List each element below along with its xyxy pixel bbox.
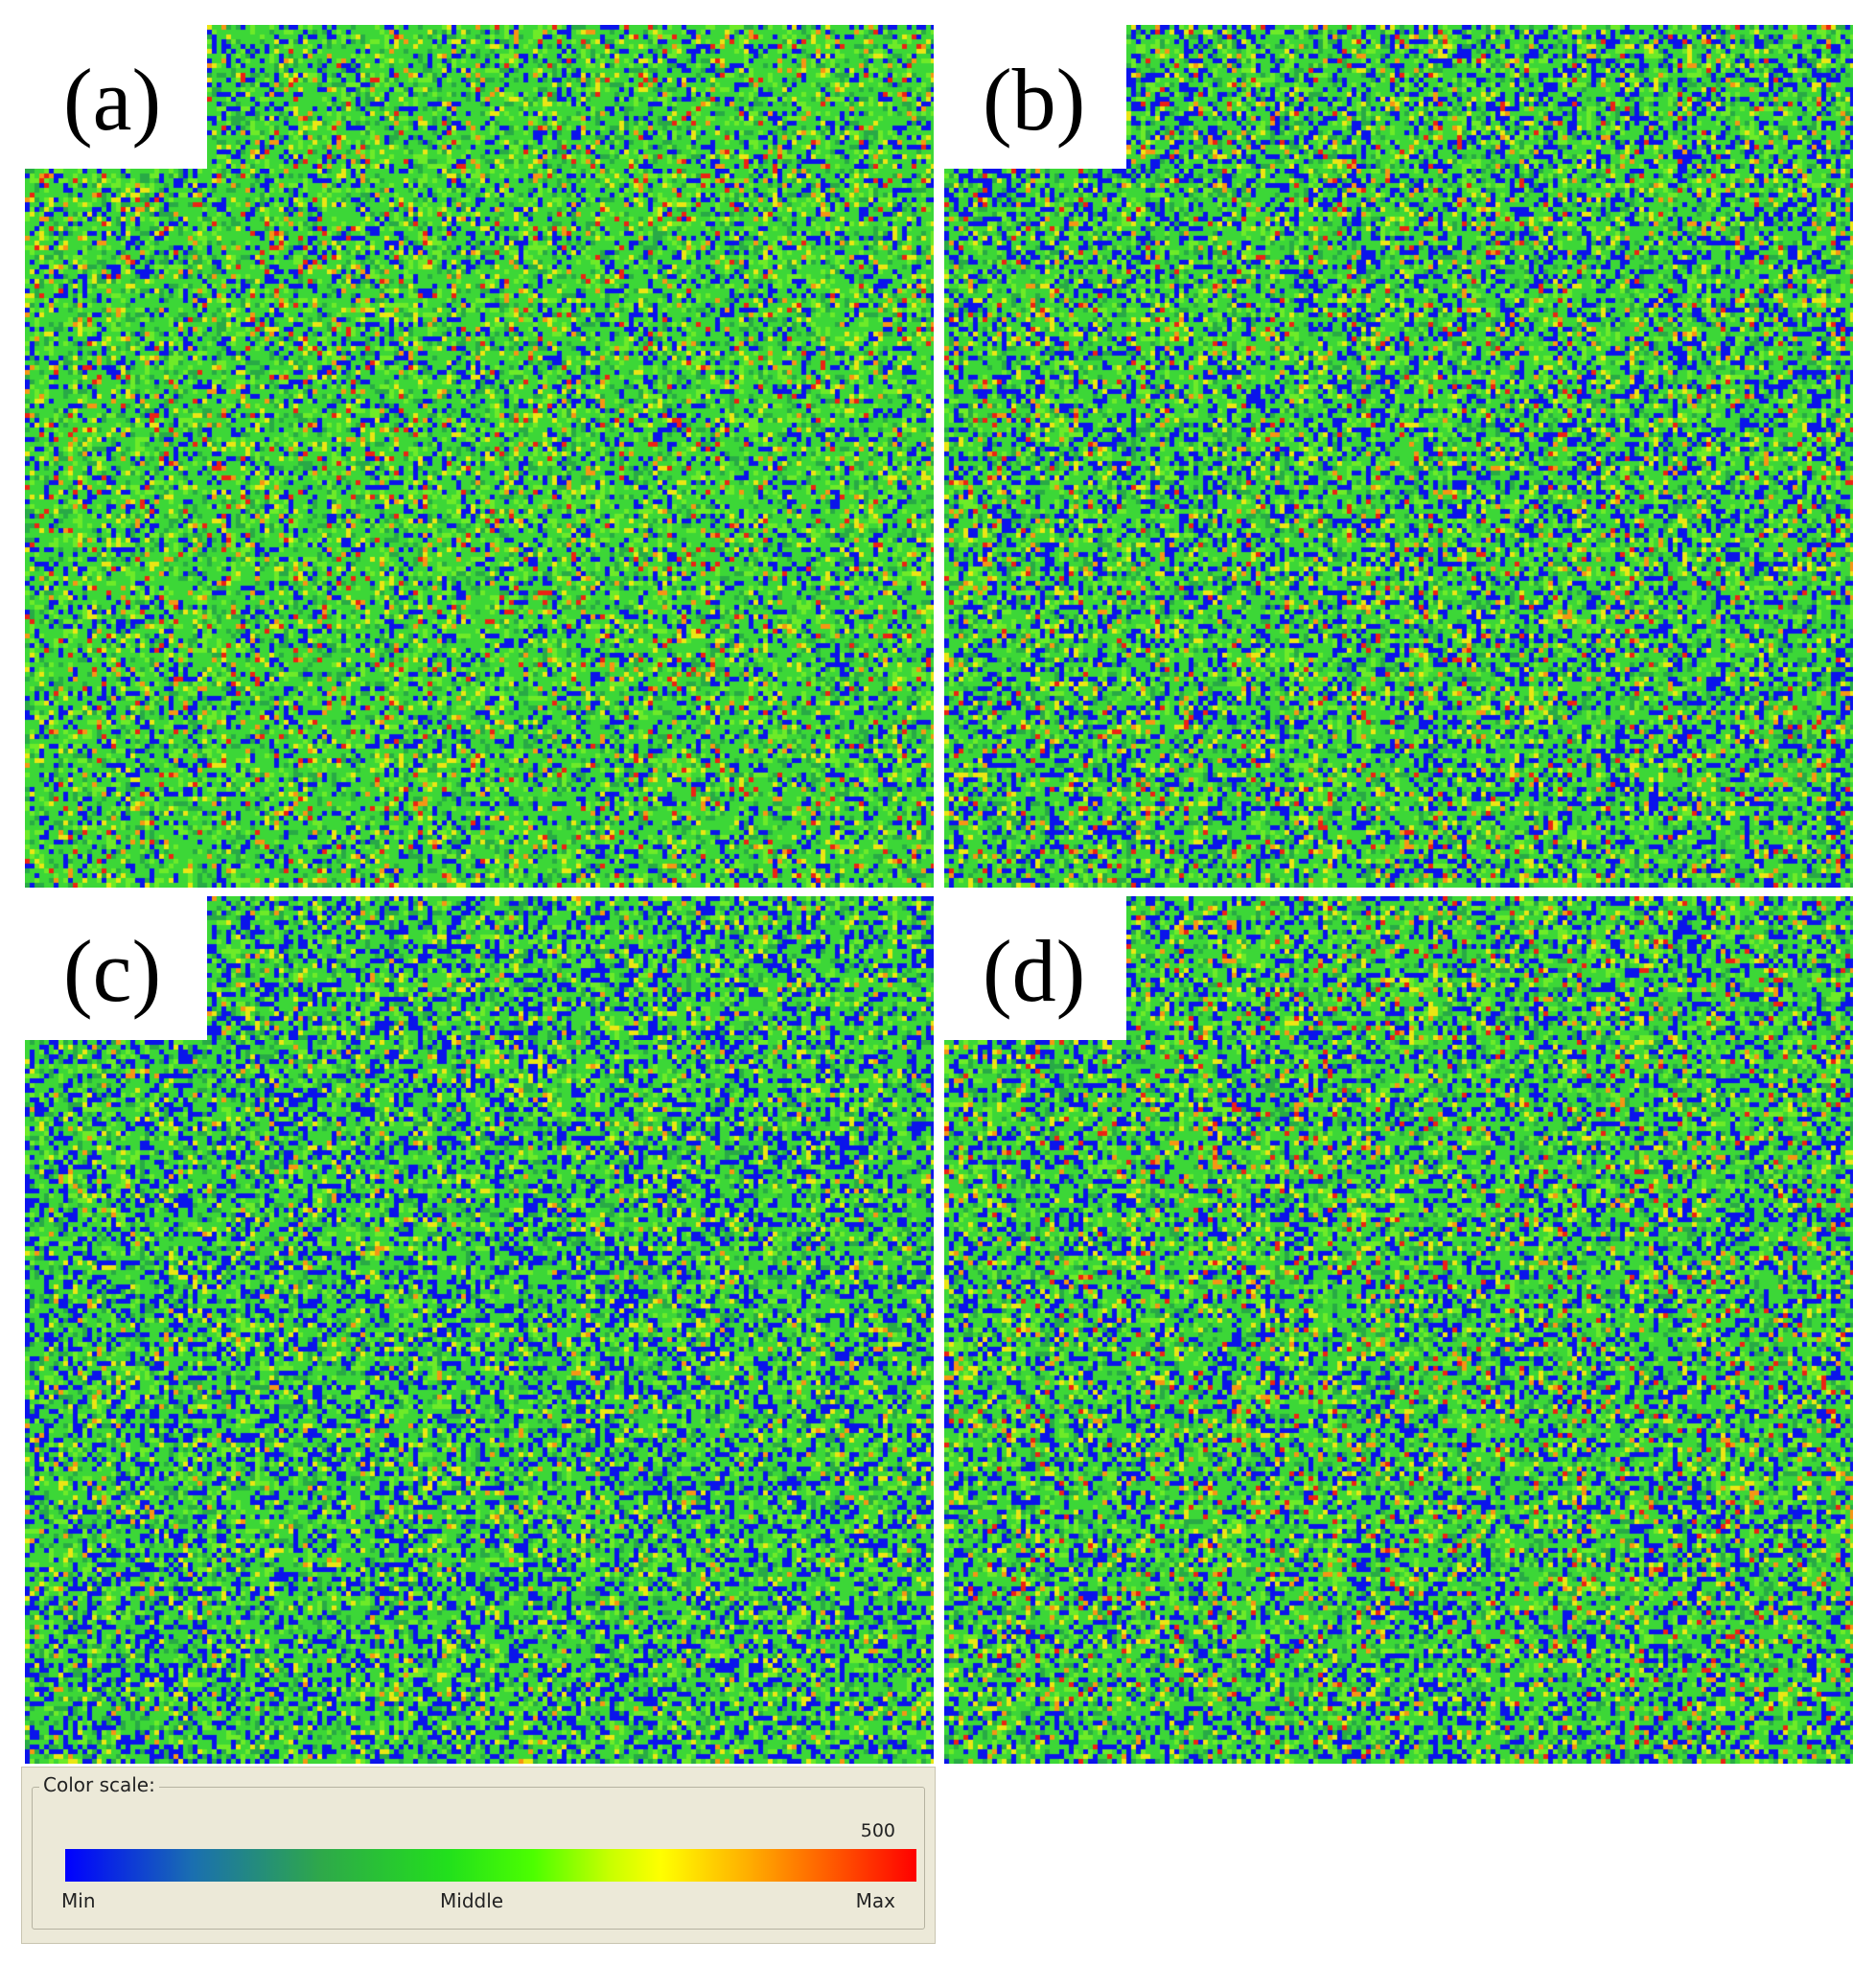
map-panel-b: (b) bbox=[944, 25, 1853, 888]
color-scale-min-label: Min bbox=[61, 1889, 96, 1912]
map-image-b bbox=[944, 25, 1853, 888]
panel-label-box-a: (a) bbox=[25, 25, 207, 169]
panel-label-box-c: (c) bbox=[25, 896, 207, 1040]
color-scale-title: Color scale: bbox=[39, 1773, 159, 1796]
map-panel-d: (d) bbox=[944, 896, 1853, 1764]
color-scale-max-value: 500 bbox=[860, 1820, 895, 1841]
map-panel-c: (c) bbox=[25, 896, 934, 1764]
panel-label-d: (d) bbox=[983, 922, 1086, 1020]
map-image-c bbox=[25, 896, 934, 1764]
color-scale-group: 500 Min Middle Max bbox=[32, 1787, 925, 1930]
color-scale-max-label: Max bbox=[855, 1889, 895, 1912]
panel-label-box-d: (d) bbox=[944, 896, 1126, 1040]
map-image-a bbox=[25, 25, 934, 888]
color-scale-middle-label: Middle bbox=[440, 1889, 504, 1912]
panel-label-c: (c) bbox=[63, 922, 162, 1020]
panel-label-box-b: (b) bbox=[944, 25, 1126, 169]
color-scale-bar bbox=[65, 1849, 916, 1882]
panel-label-a: (a) bbox=[63, 51, 162, 149]
map-panel-a: (a) bbox=[25, 25, 934, 888]
panel-label-b: (b) bbox=[983, 51, 1086, 149]
color-scale-panel: 500 Min Middle Max Color scale: bbox=[21, 1767, 936, 1944]
map-image-d bbox=[944, 896, 1853, 1764]
